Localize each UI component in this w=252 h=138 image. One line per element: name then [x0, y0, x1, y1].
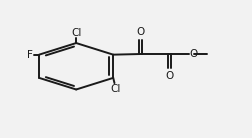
Text: O: O: [136, 27, 144, 37]
Text: F: F: [27, 50, 33, 60]
Text: O: O: [189, 49, 197, 59]
Text: Cl: Cl: [71, 28, 81, 38]
Text: Cl: Cl: [110, 84, 120, 94]
Text: O: O: [165, 71, 173, 81]
